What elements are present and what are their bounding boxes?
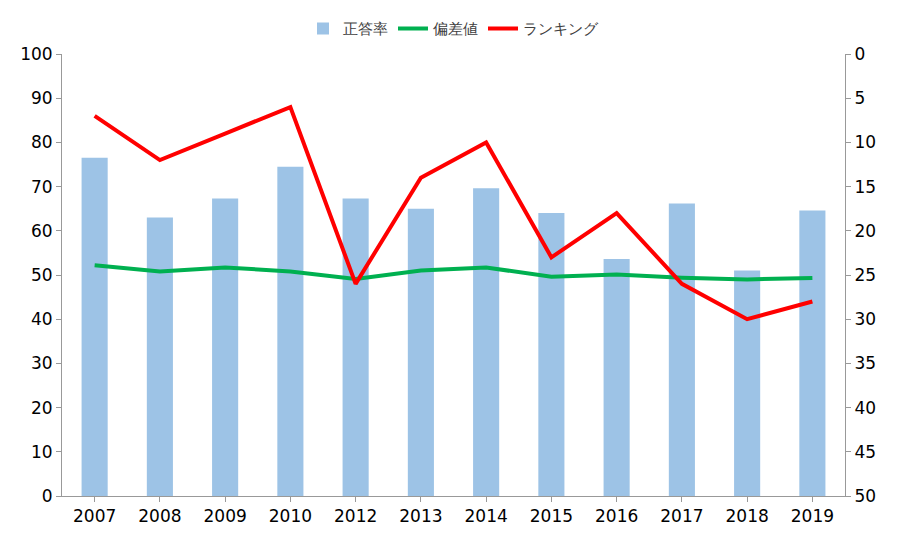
svg-text:2016: 2016 [595, 506, 638, 526]
svg-text:2007: 2007 [73, 506, 116, 526]
svg-text:50: 50 [854, 486, 876, 506]
svg-text:5: 5 [854, 88, 865, 108]
svg-text:2012: 2012 [334, 506, 377, 526]
svg-text:2017: 2017 [660, 506, 703, 526]
svg-text:100: 100 [20, 44, 52, 64]
svg-text:90: 90 [31, 88, 53, 108]
svg-text:35: 35 [854, 353, 876, 373]
svg-text:2014: 2014 [464, 506, 507, 526]
svg-text:2013: 2013 [399, 506, 442, 526]
svg-text:50: 50 [31, 265, 53, 285]
svg-text:80: 80 [31, 132, 53, 152]
svg-text:40: 40 [31, 309, 53, 329]
svg-text:2018: 2018 [725, 506, 768, 526]
svg-text:2010: 2010 [269, 506, 312, 526]
svg-text:25: 25 [854, 265, 876, 285]
svg-text:正答率: 正答率 [343, 20, 388, 38]
svg-text:45: 45 [854, 442, 876, 462]
svg-text:2008: 2008 [138, 506, 181, 526]
svg-text:60: 60 [31, 221, 53, 241]
svg-text:20: 20 [31, 398, 53, 418]
svg-text:2009: 2009 [203, 506, 246, 526]
svg-text:15: 15 [854, 177, 876, 197]
svg-text:ランキング: ランキング [523, 20, 599, 38]
svg-text:2019: 2019 [791, 506, 834, 526]
svg-text:20: 20 [854, 221, 876, 241]
svg-text:70: 70 [31, 177, 53, 197]
svg-text:0: 0 [854, 44, 865, 64]
svg-text:30: 30 [854, 309, 876, 329]
svg-text:30: 30 [31, 353, 53, 373]
svg-text:0: 0 [42, 486, 53, 506]
svg-text:40: 40 [854, 398, 876, 418]
svg-text:偏差値: 偏差値 [433, 20, 478, 38]
svg-text:10: 10 [854, 132, 876, 152]
svg-text:10: 10 [31, 442, 53, 462]
svg-text:2015: 2015 [530, 506, 573, 526]
